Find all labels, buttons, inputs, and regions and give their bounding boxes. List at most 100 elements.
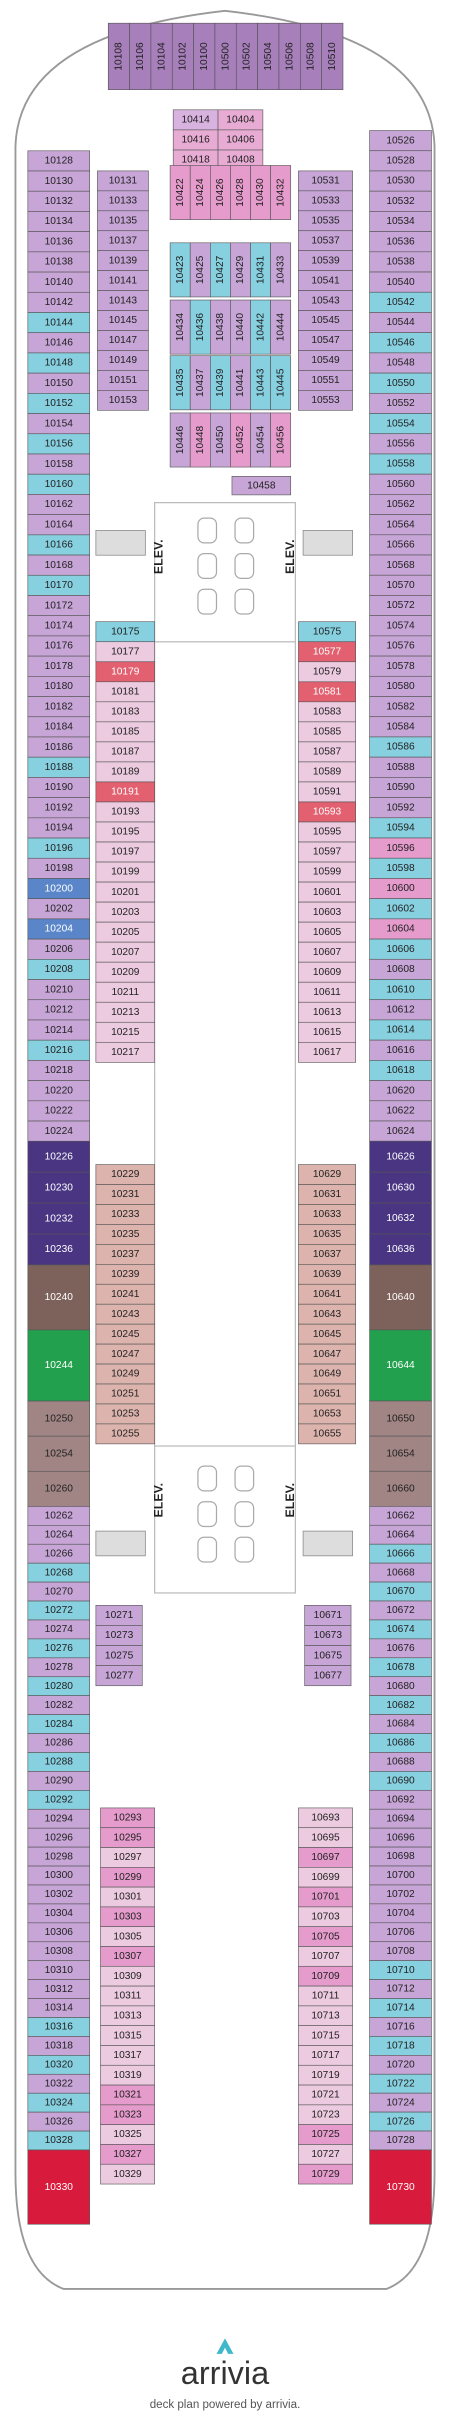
cabin-number: 10160 [45,479,74,490]
cabin-number: 10268 [45,1567,74,1578]
cabin-number: 10664 [386,1529,415,1540]
cabin [270,299,292,355]
cabin-number: 10254 [45,1448,74,1459]
elevator-shafts [197,517,255,1563]
cabin-number: 10546 [386,337,415,348]
cabin-number: 10202 [45,903,74,914]
cabin-number: 10316 [45,2022,74,2033]
cabin-number: 10443 [255,368,266,397]
cabin-number: 10698 [386,1851,415,1862]
cabin-number: 10446 [175,426,186,455]
cabin-number: 10715 [311,2030,340,2041]
cabin-number: 10636 [386,1244,415,1255]
cabin-number: 10427 [215,255,226,284]
cabin [369,1470,432,1507]
logo-mark [216,2338,234,2354]
cabin-number: 10198 [45,863,74,874]
cabin-number: 10535 [311,215,340,226]
cabin-number: 10308 [45,1946,74,1957]
cabin-number: 10243 [111,1309,140,1320]
cabin-number: 10592 [386,802,415,813]
cabin-number: 10179 [111,666,140,677]
cabin-number: 10104 [156,42,167,71]
cabin [369,1400,432,1437]
cabin-number: 10311 [114,1991,142,2002]
cabin-number: 10330 [45,2182,74,2193]
cabin-number: 10154 [45,418,74,429]
cabin-number: 10647 [313,1349,342,1360]
cabin-number: 10729 [311,2169,340,2180]
cabin-number: 10599 [313,867,342,878]
cabin-number: 10622 [386,1106,415,1117]
cabin-number: 10190 [45,782,74,793]
cabin-number: 10309 [113,1971,142,1982]
cabin-number: 10640 [386,1292,415,1303]
cabin-number: 10607 [313,947,342,958]
cabin-number: 10562 [386,499,415,510]
cabin-number: 10615 [313,1027,342,1038]
cabin-section: 10128 10130 10132 10134 10136 10138 10140 10142… [27,150,90,2225]
cabin-number: 10686 [386,1738,415,1749]
cabin [27,1202,90,1235]
cabin-number: 10181 [111,687,140,698]
cabin-number: 10318 [45,2041,74,2052]
cabin-number: 10183 [111,707,140,718]
cabin-number: 10299 [113,1872,142,1883]
cabin-number: 10247 [111,1349,140,1360]
cabin-number: 10292 [45,1794,74,1805]
cabin-number: 10566 [386,540,415,551]
cabin-number: 10212 [45,1005,74,1016]
cabin-number: 10151 [109,375,138,386]
cabin-number: 10229 [111,1169,140,1180]
cabin-number: 10310 [45,1965,74,1976]
cabin-number: 10444 [275,313,286,342]
cabin-number: 10266 [45,1548,74,1559]
cabin-number: 10175 [111,626,140,637]
cabin-number: 10706 [386,1927,415,1938]
cabin-number: 10172 [45,600,74,611]
cabin-number: 10134 [45,216,74,227]
cabin [27,1470,90,1507]
cabin-number: 10609 [313,967,342,978]
cabin-number: 10288 [45,1757,74,1768]
cabin-number: 10139 [109,255,138,266]
cabin-number: 10294 [45,1813,74,1824]
cabin-number: 10709 [311,1971,340,1982]
cabin-number: 10608 [386,964,415,975]
cabin-number: 10536 [386,236,415,247]
cabin-number: 10429 [235,255,246,284]
cabin-number: 10237 [111,1249,140,1260]
cabin-number: 10178 [45,661,74,672]
cabin-number: 10185 [111,727,140,738]
cabin-number: 10189 [111,767,140,778]
cabin-number: 10423 [175,255,186,284]
cabin-number: 10231 [111,1189,140,1200]
cabin-number: 10436 [195,313,206,342]
cabin-number: 10596 [386,843,415,854]
cabin-number: 10452 [235,426,246,455]
cabin-number: 10587 [313,747,342,758]
cabin-number: 10717 [311,2050,340,2061]
cabin-number: 10528 [386,156,415,167]
cabin-number: 10211 [111,987,139,998]
cabin-number: 10186 [45,742,74,753]
cabin-number: 10146 [45,338,74,349]
cabin-number: 10312 [45,1984,74,1995]
cabin-section: 10131 10133 10135 10137 10139 10141 10143 10145… [97,170,149,411]
cabin-number: 10677 [314,1670,343,1681]
cabin-number: 10201 [111,887,140,898]
cabin [298,390,353,411]
cabin-number: 10726 [386,2116,415,2127]
cabin-number: 10613 [313,1007,342,1018]
cabin-number: 10550 [386,378,415,389]
cabin-number: 10624 [386,1126,415,1137]
cabin-number: 10707 [311,1951,340,1962]
cabin-number: 10575 [313,626,342,637]
cabin-number: 10196 [45,843,74,854]
cabin-number: 10306 [45,1927,74,1938]
cabin-number: 10141 [109,275,138,286]
cabin-number: 10549 [311,355,340,366]
cabin-number: 10424 [195,178,206,207]
cabin-number: 10138 [45,257,74,268]
cabin-number: 10302 [45,1889,74,1900]
